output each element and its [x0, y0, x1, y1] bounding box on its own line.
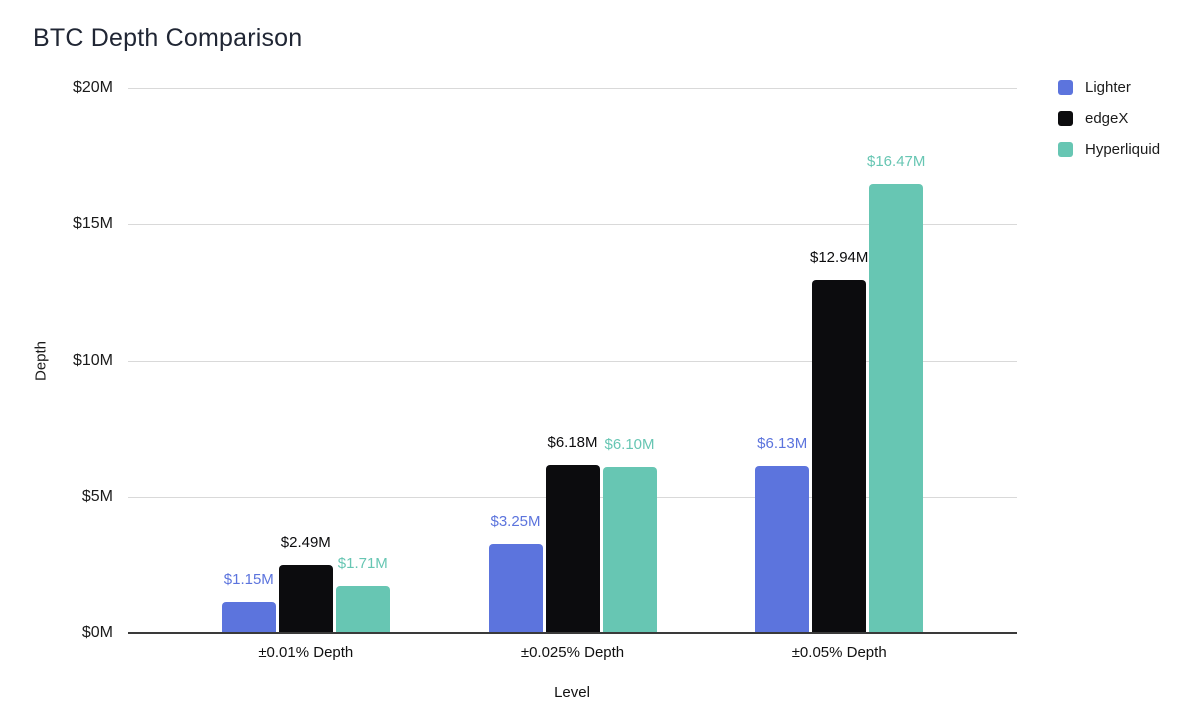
gridline [128, 88, 1017, 89]
bar-edgex [812, 280, 867, 633]
legend: Lighter edgeX Hyperliquid [1058, 79, 1161, 158]
bar-value-label: $2.49M [280, 534, 331, 552]
bar-group: $6.13M $12.94M $16.47M [755, 153, 925, 633]
bar-value-label: $1.71M [337, 555, 388, 573]
bar-slot: $6.13M [755, 435, 810, 633]
y-tick-label: $5M [81, 487, 113, 505]
y-tick-label: $15M [72, 215, 113, 233]
bar-slot: $3.25M [488, 513, 543, 633]
bar-lighter [221, 601, 276, 633]
bar-hyperliquid [869, 184, 924, 633]
bar-value-label: $1.15M [223, 570, 274, 588]
bar-slot: $2.49M [278, 534, 333, 633]
bar-group: $1.15M $2.49M $1.71M [221, 534, 390, 633]
y-tick-label: $0M [81, 624, 113, 641]
bar-lighter [488, 544, 543, 633]
bar-hyperliquid [335, 586, 390, 633]
gridline [128, 224, 1017, 226]
y-tick-label: $20M [72, 79, 113, 96]
legend-item: edgeX [1058, 110, 1160, 127]
gridline [128, 360, 1017, 362]
bar-slot: $1.71M [335, 555, 390, 633]
bar-value-label: $12.94M [810, 249, 869, 267]
chart-title: BTC Depth Comparison [33, 24, 303, 52]
legend-item: Hyperliquid [1058, 141, 1161, 158]
legend-label: edgeX [1085, 110, 1129, 127]
bar-slot: $1.15M [221, 571, 276, 633]
bar-value-label: $16.47M [867, 153, 926, 171]
legend-label: Lighter [1085, 79, 1131, 96]
bar-slot: $6.18M [545, 434, 600, 633]
legend-label: Hyperliquid [1085, 141, 1161, 158]
category-label: ±0.05% Depth [791, 644, 887, 661]
bar-slot: $6.10M [602, 436, 657, 633]
y-tick-label: $10M [72, 351, 113, 369]
plot-area: $0M $5M $10M $15M $20M $1.15M $2.49M $1.71M ±0.0… [73, 79, 1017, 661]
bar-value-label: $3.25M [490, 513, 541, 531]
legend-swatch-edgex [1058, 111, 1073, 126]
y-axis-title: Depth [32, 340, 50, 382]
bar-value-label: $6.18M [547, 433, 598, 451]
bar-slot: $12.94M [810, 249, 868, 633]
bar-hyperliquid [602, 466, 657, 633]
bar-value-label: $6.13M [757, 434, 808, 452]
bar-edgex [545, 464, 600, 633]
category-label: ±0.01% Depth [258, 644, 354, 661]
bar-value-label: $6.10M [604, 435, 655, 453]
bar-edgex [278, 565, 333, 633]
legend-item: Lighter [1058, 79, 1160, 96]
legend-swatch-hyperliquid [1058, 142, 1073, 157]
category-label: ±0.025% Depth [520, 644, 625, 661]
bar-group: $3.25M $6.18M $6.10M [488, 434, 657, 633]
bar-slot: $16.47M [867, 153, 925, 633]
x-axis-title: Level [554, 684, 590, 701]
bar-lighter [755, 465, 810, 633]
legend-swatch-lighter [1058, 80, 1073, 95]
